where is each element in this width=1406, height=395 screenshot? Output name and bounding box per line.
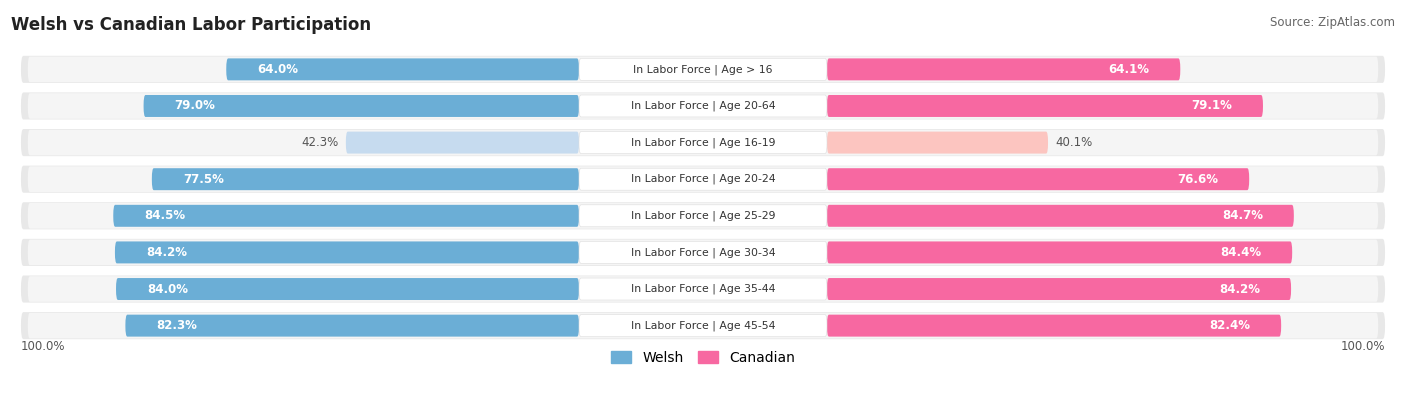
Text: 76.6%: 76.6%	[1177, 173, 1218, 186]
Text: 64.0%: 64.0%	[257, 63, 298, 76]
Text: 84.0%: 84.0%	[148, 282, 188, 295]
FancyBboxPatch shape	[21, 166, 1385, 193]
FancyBboxPatch shape	[579, 168, 827, 190]
Text: In Labor Force | Age 20-64: In Labor Force | Age 20-64	[631, 101, 775, 111]
Text: In Labor Force | Age 16-19: In Labor Force | Age 16-19	[631, 137, 775, 148]
FancyBboxPatch shape	[579, 241, 827, 263]
Text: 84.7%: 84.7%	[1222, 209, 1263, 222]
FancyBboxPatch shape	[21, 202, 1385, 229]
Text: 84.2%: 84.2%	[146, 246, 187, 259]
FancyBboxPatch shape	[827, 95, 1263, 117]
Text: 82.4%: 82.4%	[1209, 319, 1250, 332]
Text: In Labor Force | Age 45-54: In Labor Force | Age 45-54	[631, 320, 775, 331]
FancyBboxPatch shape	[827, 58, 1180, 80]
Text: 79.0%: 79.0%	[174, 100, 215, 113]
Text: In Labor Force | Age 25-29: In Labor Force | Age 25-29	[631, 211, 775, 221]
Text: 84.2%: 84.2%	[1219, 282, 1260, 295]
FancyBboxPatch shape	[579, 95, 827, 117]
Text: 84.5%: 84.5%	[145, 209, 186, 222]
FancyBboxPatch shape	[827, 315, 1281, 337]
FancyBboxPatch shape	[21, 239, 1385, 266]
Text: In Labor Force | Age 20-24: In Labor Force | Age 20-24	[631, 174, 775, 184]
FancyBboxPatch shape	[28, 56, 1378, 82]
FancyBboxPatch shape	[21, 56, 1385, 83]
Legend: Welsh, Canadian: Welsh, Canadian	[610, 351, 796, 365]
FancyBboxPatch shape	[152, 168, 579, 190]
Text: In Labor Force | Age > 16: In Labor Force | Age > 16	[633, 64, 773, 75]
Text: 40.1%: 40.1%	[1054, 136, 1092, 149]
FancyBboxPatch shape	[827, 278, 1291, 300]
FancyBboxPatch shape	[827, 132, 1047, 154]
FancyBboxPatch shape	[21, 92, 1385, 120]
FancyBboxPatch shape	[28, 166, 1378, 192]
FancyBboxPatch shape	[117, 278, 579, 300]
FancyBboxPatch shape	[21, 275, 1385, 303]
FancyBboxPatch shape	[827, 168, 1249, 190]
FancyBboxPatch shape	[579, 205, 827, 227]
FancyBboxPatch shape	[21, 312, 1385, 339]
Text: 64.1%: 64.1%	[1108, 63, 1149, 76]
FancyBboxPatch shape	[125, 315, 579, 337]
FancyBboxPatch shape	[28, 276, 1378, 302]
Text: Source: ZipAtlas.com: Source: ZipAtlas.com	[1270, 16, 1395, 29]
Text: 79.1%: 79.1%	[1191, 100, 1232, 113]
Text: 77.5%: 77.5%	[183, 173, 224, 186]
Text: In Labor Force | Age 30-34: In Labor Force | Age 30-34	[631, 247, 775, 258]
FancyBboxPatch shape	[28, 313, 1378, 339]
FancyBboxPatch shape	[114, 205, 579, 227]
Text: 82.3%: 82.3%	[156, 319, 197, 332]
FancyBboxPatch shape	[28, 93, 1378, 119]
Text: 100.0%: 100.0%	[1340, 340, 1385, 354]
FancyBboxPatch shape	[28, 240, 1378, 265]
FancyBboxPatch shape	[579, 132, 827, 154]
FancyBboxPatch shape	[21, 129, 1385, 156]
Text: 84.4%: 84.4%	[1220, 246, 1261, 259]
FancyBboxPatch shape	[579, 315, 827, 337]
FancyBboxPatch shape	[226, 58, 579, 80]
Text: In Labor Force | Age 35-44: In Labor Force | Age 35-44	[631, 284, 775, 294]
Text: Welsh vs Canadian Labor Participation: Welsh vs Canadian Labor Participation	[11, 16, 371, 34]
FancyBboxPatch shape	[346, 132, 579, 154]
Text: 42.3%: 42.3%	[302, 136, 339, 149]
FancyBboxPatch shape	[28, 130, 1378, 155]
FancyBboxPatch shape	[579, 58, 827, 80]
FancyBboxPatch shape	[579, 278, 827, 300]
Text: 100.0%: 100.0%	[21, 340, 66, 354]
FancyBboxPatch shape	[827, 205, 1294, 227]
FancyBboxPatch shape	[28, 203, 1378, 229]
FancyBboxPatch shape	[143, 95, 579, 117]
FancyBboxPatch shape	[115, 241, 579, 263]
FancyBboxPatch shape	[827, 241, 1292, 263]
